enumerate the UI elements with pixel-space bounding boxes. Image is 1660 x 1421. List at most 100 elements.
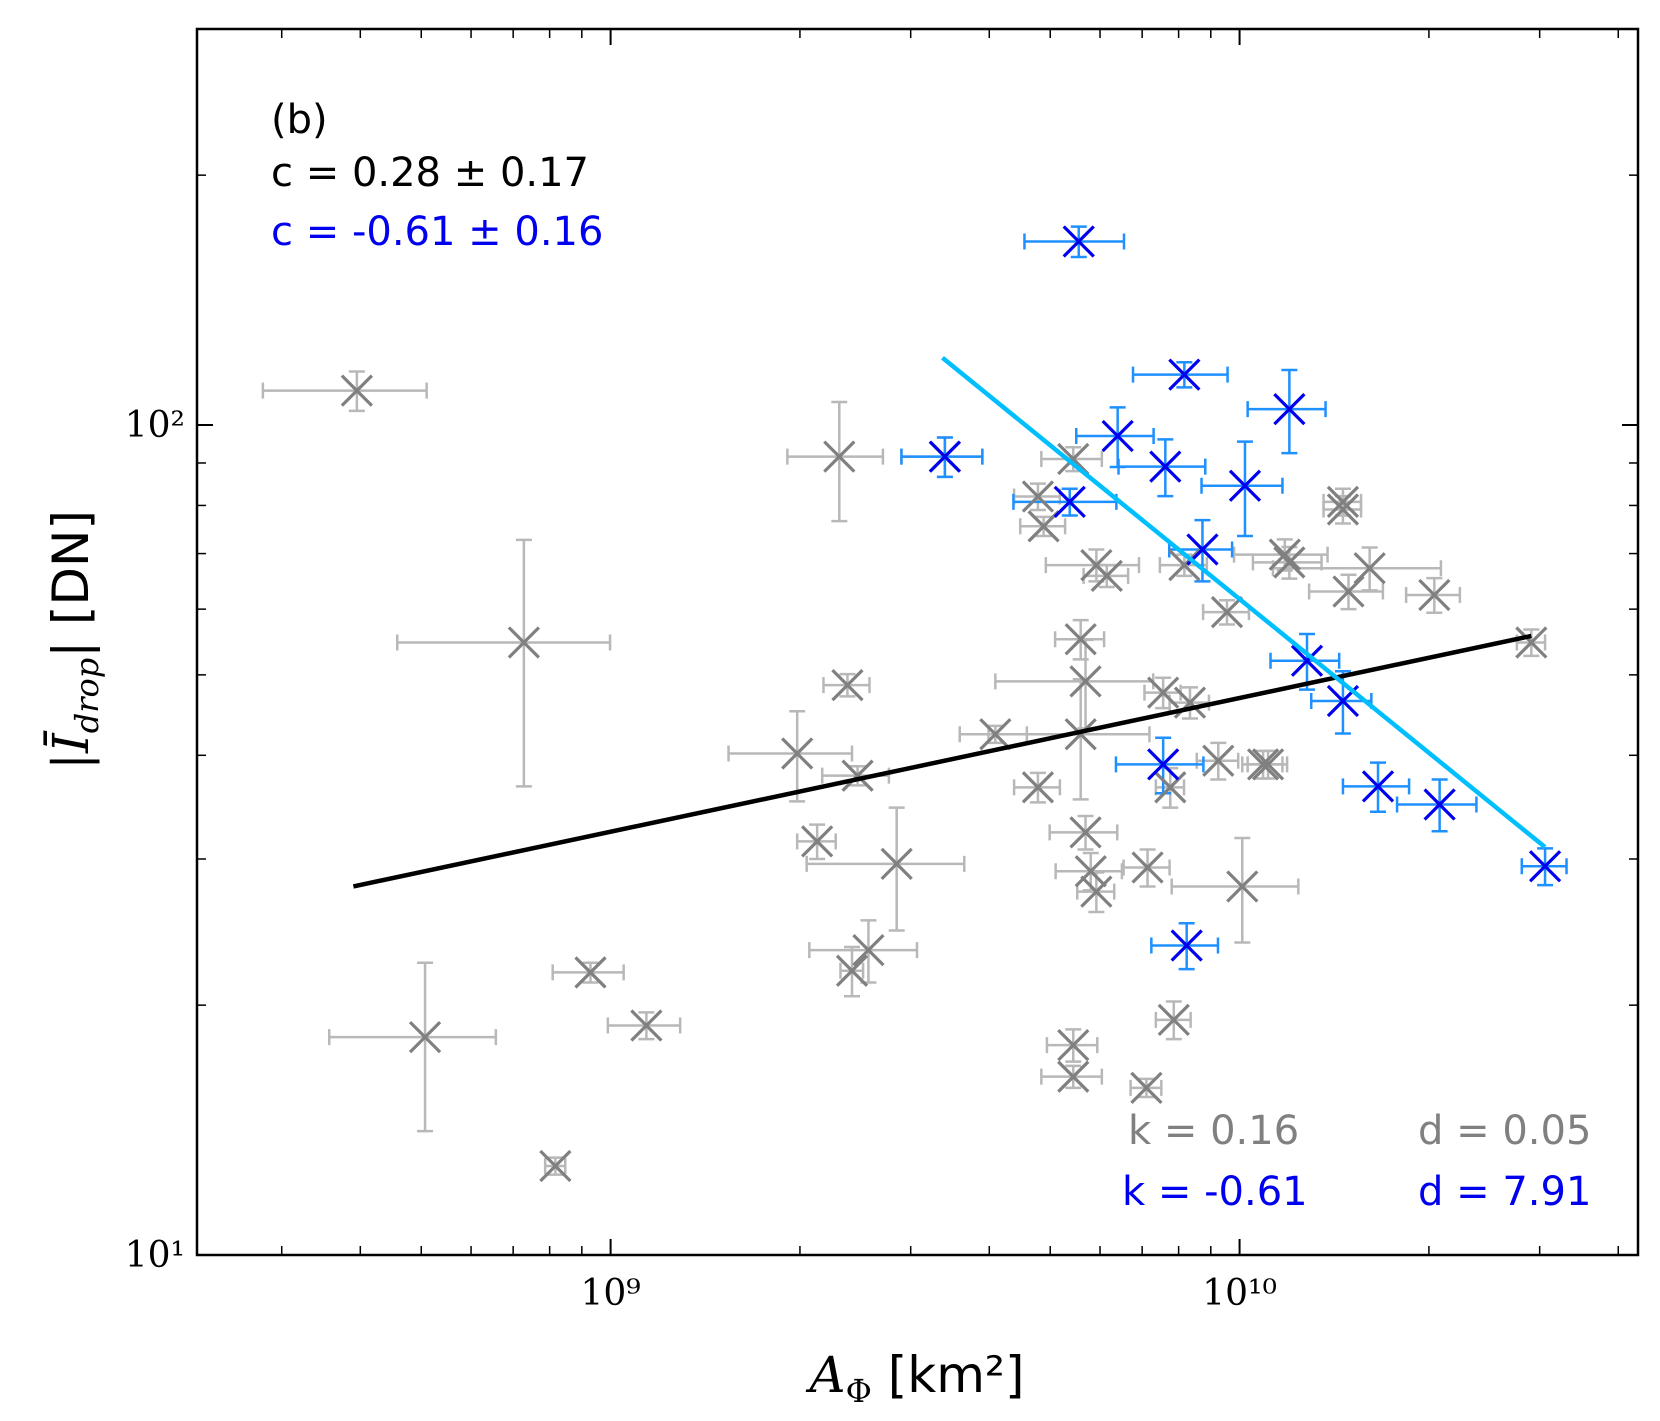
x-label-main: A bbox=[806, 1346, 846, 1404]
marker bbox=[507, 626, 541, 659]
marker bbox=[1168, 358, 1201, 391]
marker bbox=[574, 956, 607, 989]
marker bbox=[1228, 469, 1262, 502]
marker bbox=[1021, 771, 1055, 804]
marker bbox=[1423, 788, 1456, 821]
x-tick-label: 10⁹ bbox=[580, 1273, 640, 1314]
marker bbox=[1246, 748, 1280, 781]
y-label-rest: | [DN] bbox=[42, 510, 100, 658]
x-error-bar bbox=[1075, 427, 1155, 444]
x-error-bar bbox=[900, 448, 984, 465]
x-error-bar bbox=[727, 745, 854, 762]
frame bbox=[195, 27, 1640, 1257]
plot-area bbox=[261, 225, 1568, 1183]
marker bbox=[1528, 850, 1562, 883]
marker bbox=[1168, 548, 1201, 582]
marker bbox=[1157, 1003, 1190, 1036]
x-error-bar bbox=[1044, 557, 1141, 574]
x-error-bar bbox=[1200, 477, 1284, 494]
marker bbox=[1057, 1060, 1090, 1093]
x-error-bar bbox=[805, 855, 966, 872]
marker bbox=[1149, 450, 1182, 483]
marker bbox=[852, 933, 885, 967]
marker bbox=[408, 1021, 442, 1054]
marker bbox=[801, 825, 834, 858]
x-error-bar bbox=[786, 448, 885, 465]
x-error-bar bbox=[808, 942, 919, 959]
marker bbox=[880, 847, 913, 880]
marker bbox=[1057, 442, 1090, 476]
marker bbox=[1202, 744, 1235, 777]
marker bbox=[1210, 596, 1244, 629]
x-error-bar bbox=[327, 1029, 498, 1046]
x-error-bar bbox=[1170, 878, 1300, 895]
x-error-bar bbox=[606, 1017, 682, 1034]
x-error-bar bbox=[1131, 366, 1229, 383]
marker bbox=[1268, 538, 1301, 571]
marker bbox=[1062, 225, 1095, 258]
marker bbox=[1147, 748, 1180, 781]
marker bbox=[928, 440, 962, 473]
marker bbox=[1353, 552, 1386, 585]
marker bbox=[1057, 1028, 1090, 1062]
marker bbox=[1090, 559, 1123, 593]
marker bbox=[1418, 578, 1451, 612]
y-tick-label: 10² bbox=[125, 405, 185, 446]
y-label-sub: drop bbox=[68, 658, 106, 734]
marker bbox=[1154, 771, 1187, 804]
x-error-bar bbox=[1114, 756, 1205, 773]
stat-text: d = 0.05 bbox=[1418, 1108, 1591, 1154]
marker bbox=[823, 440, 856, 473]
stat-text: k = 0.16 bbox=[1128, 1108, 1299, 1154]
marker bbox=[1064, 623, 1097, 656]
stat-text: d = 7.91 bbox=[1418, 1169, 1591, 1215]
y-error-bar bbox=[417, 961, 434, 1133]
x-label-sub: Φ bbox=[846, 1372, 872, 1410]
stat-text: k = -0.61 bbox=[1122, 1169, 1308, 1215]
marker bbox=[340, 374, 373, 407]
marker bbox=[1290, 644, 1324, 677]
marker bbox=[1080, 875, 1113, 908]
y-error-bar bbox=[831, 400, 848, 523]
marker bbox=[1074, 855, 1107, 888]
marker bbox=[1326, 485, 1360, 518]
marker bbox=[781, 737, 814, 770]
marker bbox=[1147, 676, 1180, 709]
marker bbox=[1069, 816, 1102, 849]
corr-text: c = -0.61 ± 0.16 bbox=[271, 209, 603, 255]
corr-text: c = 0.28 ± 0.17 bbox=[271, 150, 589, 196]
marker bbox=[1226, 870, 1259, 903]
x-label-rest: [km²] bbox=[872, 1346, 1025, 1404]
fit-line bbox=[941, 356, 1547, 849]
marker bbox=[1170, 929, 1203, 962]
marker bbox=[1361, 770, 1395, 803]
x-error-bar bbox=[1023, 233, 1126, 250]
y-error-bar bbox=[888, 806, 905, 932]
marker bbox=[1069, 665, 1102, 698]
y-error-bar bbox=[1234, 836, 1251, 944]
marker bbox=[1273, 546, 1306, 579]
y-error-bar bbox=[515, 538, 532, 788]
y-error-bar bbox=[1236, 440, 1253, 538]
y-axis-label: |Īdrop| [DN] bbox=[42, 510, 106, 770]
x-error-bar bbox=[1395, 796, 1478, 813]
marker bbox=[1326, 493, 1360, 526]
marker bbox=[1064, 718, 1097, 751]
x-error-bar bbox=[551, 964, 625, 981]
x-error-bar bbox=[261, 382, 428, 399]
marker bbox=[539, 1149, 572, 1183]
y-label-main: |Ī bbox=[42, 730, 100, 770]
y-error-bar bbox=[1281, 368, 1298, 455]
x-error-bar bbox=[1246, 401, 1327, 418]
x-error-bar bbox=[396, 634, 612, 651]
marker bbox=[1131, 851, 1164, 884]
marker bbox=[1101, 419, 1134, 453]
marker bbox=[1027, 510, 1060, 543]
marker bbox=[841, 759, 874, 792]
marker bbox=[835, 954, 869, 987]
marker bbox=[1130, 1071, 1163, 1104]
y-tick-label: 10¹ bbox=[125, 1235, 185, 1276]
marker bbox=[1053, 485, 1086, 518]
x-error-bar bbox=[1117, 458, 1207, 475]
